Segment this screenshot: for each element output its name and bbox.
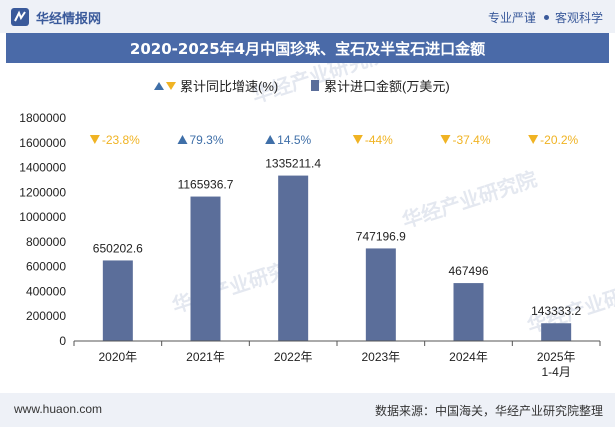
bar <box>453 283 484 341</box>
growth-down-triangle-icon <box>528 135 539 144</box>
footer: www.huaon.com 数据来源：中国海关，华经产业研究院整理 <box>0 393 615 427</box>
legend-up-triangle-icon <box>154 82 164 90</box>
growth-value-label: -23.8% <box>102 133 140 147</box>
x-tick-label: 2023年 <box>361 350 400 364</box>
x-tick-label: 2025年 1-4月 <box>537 350 576 379</box>
slogan-right: 客观科学 <box>554 11 603 25</box>
y-tick-label: 1000000 <box>19 210 66 224</box>
brand-name: 华经情报网 <box>36 10 102 26</box>
growth-down-triangle-icon <box>440 135 451 144</box>
y-axis: 0 200000 400000 600000 800000 1000000 1200000 1… <box>19 111 66 348</box>
chart-legend: 累计同比增速(%) 累计进口金额(万美元) <box>154 79 450 94</box>
growth-down-triangle-icon <box>89 135 100 144</box>
y-tick-label: 200000 <box>26 309 66 323</box>
chart-title: 2020-2025年4月中国珍珠、宝石及半宝石进口金额 <box>129 39 486 58</box>
growth-value-label: -37.4% <box>453 133 491 147</box>
y-tick-label: 600000 <box>26 260 66 274</box>
growth-up-triangle-icon <box>177 135 188 144</box>
y-tick-label: 800000 <box>26 235 66 249</box>
x-tick-label: 2022年 <box>274 350 313 364</box>
bar-value-label: 143333.2 <box>531 304 581 318</box>
bars: 650202.6 1165936.7 1335211.4 747196.9 467496… <box>93 157 582 341</box>
bar <box>278 175 309 341</box>
footer-site-link[interactable]: www.huaon.com <box>14 402 103 416</box>
x-axis: 2020年 2021年 2022年 2023年 2024年 2025年 1-4月 <box>73 340 601 379</box>
slogan-dot-icon <box>543 15 549 20</box>
y-tick-label: 1200000 <box>19 185 66 199</box>
top-bar: 华经情报网 专业严谨 客观科学 <box>0 0 615 33</box>
slogan-left: 专业严谨 <box>487 11 536 25</box>
y-tick-label: 1800000 <box>19 111 66 125</box>
growth-down-triangle-icon <box>352 135 363 144</box>
slogan: 专业严谨 客观科学 <box>488 9 603 26</box>
title-bar: 2020-2025年4月中国珍珠、宝石及半宝石进口金额 <box>6 33 609 63</box>
bar-value-label: 1335211.4 <box>265 157 321 171</box>
y-tick-label: 1600000 <box>19 136 66 150</box>
legend-growth-label: 累计同比增速(%) <box>180 79 278 94</box>
bar-value-label: 467496 <box>448 264 488 278</box>
y-tick-label: 400000 <box>26 284 66 298</box>
growth-value-label: -20.2% <box>540 133 578 147</box>
legend-bar-swatch <box>311 80 319 91</box>
y-tick-label: 1400000 <box>19 161 66 175</box>
x-tick-label: 2021年 <box>186 350 225 364</box>
growth-value-label: 79.3% <box>190 133 224 147</box>
growth-up-triangle-icon <box>265 135 276 144</box>
growth-value-label: 14.5% <box>277 133 311 147</box>
brand-logo-icon <box>11 8 29 26</box>
y-tick-label: 0 <box>59 334 66 348</box>
x-tick-label: 2024年 <box>449 350 488 364</box>
bar-value-label: 1165936.7 <box>178 178 234 192</box>
bar-value-label: 650202.6 <box>93 241 143 255</box>
legend-amount-label: 累计进口金额(万美元) <box>324 79 450 94</box>
brand-logo[interactable]: 华经情报网 <box>10 6 101 28</box>
legend-down-triangle-icon <box>166 82 176 90</box>
bar <box>541 323 572 341</box>
growth-annotations: -23.8% 79.3% 14.5% -44% -37.4% -20.2% <box>89 133 579 147</box>
bar <box>190 196 221 341</box>
footer-source: 数据来源：中国海关，华经产业研究院整理 <box>374 404 603 418</box>
growth-value-label: -44% <box>365 133 393 147</box>
x-tick-label: 2020年 <box>98 350 137 364</box>
bar-value-label: 747196.9 <box>356 229 406 243</box>
bar <box>365 248 396 341</box>
watermark-text: 华经产业研究院 <box>399 167 540 233</box>
bar <box>102 260 133 341</box>
